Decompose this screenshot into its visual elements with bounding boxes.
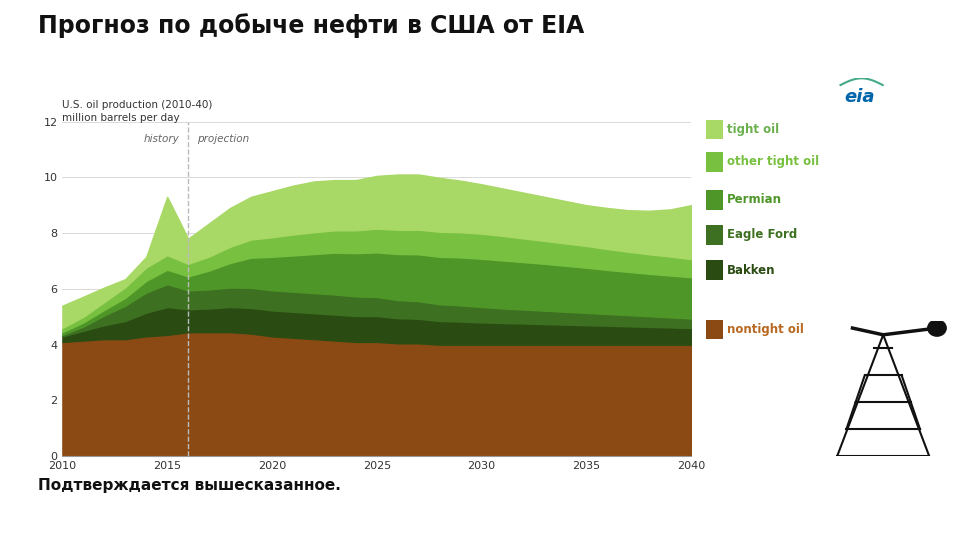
Text: tight oil: tight oil	[727, 123, 779, 136]
Text: million barrels per day: million barrels per day	[62, 113, 180, 124]
Text: 16: 16	[871, 501, 910, 529]
Text: projection: projection	[197, 134, 249, 144]
Text: Eagle Ford: Eagle Ford	[727, 228, 797, 241]
Text: Bakken: Bakken	[727, 264, 776, 276]
Text: Permian: Permian	[727, 193, 781, 206]
Text: Подтверждается вышесказанное.: Подтверждается вышесказанное.	[38, 478, 341, 493]
Circle shape	[927, 320, 947, 336]
Text: U.S. oil production (2010-40): U.S. oil production (2010-40)	[62, 100, 213, 110]
Text: eia: eia	[844, 88, 875, 106]
Text: nontight oil: nontight oil	[727, 323, 804, 336]
Text: history: history	[144, 134, 180, 144]
Text: Прогноз по добыче нефти в США от EIA: Прогноз по добыче нефти в США от EIA	[38, 14, 585, 38]
Text: other tight oil: other tight oil	[727, 156, 819, 168]
